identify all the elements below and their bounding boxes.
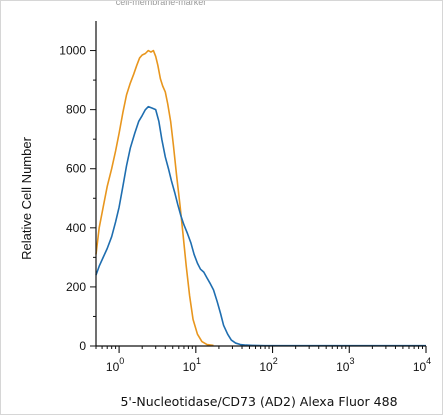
x-tick-label: 102 — [259, 356, 277, 374]
y-tick-label: 0 — [79, 339, 86, 353]
y-axis-title: Relative Cell Number — [19, 136, 34, 259]
top-note-text: cell-membrane-marker — [116, 1, 207, 7]
x-tick-label: 103 — [336, 356, 354, 374]
x-ticks: 100 101 102 103 104 — [95, 346, 431, 374]
y-tick-label: 400 — [66, 221, 86, 235]
series-line-1 — [95, 105, 426, 347]
y-tick-label: 1000 — [59, 44, 86, 58]
x-axis-title: 5'-Nucleotidase/CD73 (AD2) Alexa Fluor 4… — [120, 394, 397, 409]
y-ticks: 0 200 400 600 800 1000 — [59, 44, 96, 353]
y-tick-label: 800 — [66, 103, 86, 117]
x-tick-label: 101 — [183, 356, 201, 374]
series-line-0 — [95, 49, 214, 347]
y-tick-label: 600 — [66, 162, 86, 176]
x-tick-label: 100 — [106, 356, 124, 374]
y-tick-label: 200 — [66, 280, 86, 294]
x-tick-label: 104 — [413, 356, 431, 374]
series-layer — [95, 49, 426, 347]
